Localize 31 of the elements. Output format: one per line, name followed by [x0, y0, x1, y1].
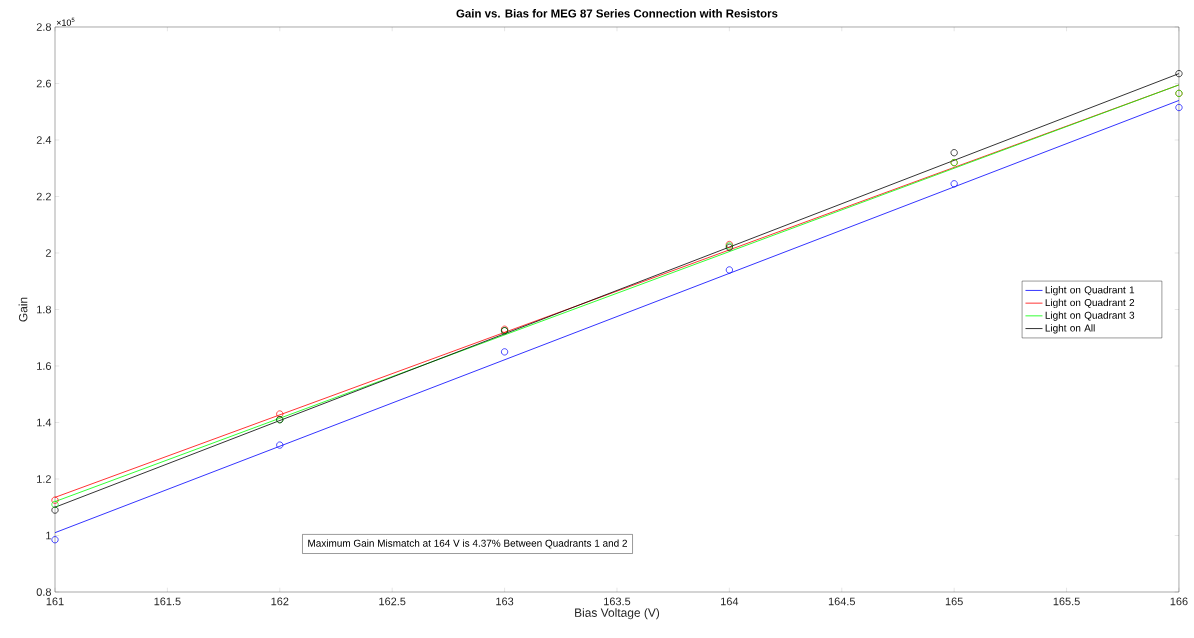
y-tick-label: 2.4: [36, 136, 52, 144]
x-tick-label: 164: [721, 597, 739, 606]
y-tick-label: 2.8: [36, 23, 51, 31]
y-tick-label: 1.2: [37, 475, 51, 483]
x-tick-label: 161.5: [154, 597, 181, 606]
legend-label: Light on All: [1045, 324, 1095, 334]
y-axis-title: Gain: [18, 297, 28, 322]
y-tick-label: 0.8: [36, 588, 51, 596]
x-tick-label: 163: [496, 597, 514, 606]
legend-label: Light on Quadrant 2: [1045, 298, 1135, 309]
annotation: Maximum Gain Mismatch at 164 V is 4.37% Between Quadrants 1 and 2: [308, 539, 627, 549]
chart-title: Gain vs. Bias for MEG 87 Series Connection with Resistors: [456, 9, 778, 18]
y-tick-label: 2: [45, 249, 51, 257]
x-tick-label: 163.5: [604, 597, 631, 606]
x-tick-label: 165: [945, 597, 963, 606]
text: ×10$^{5}$: [56, 17, 75, 26]
x-axis-title: Bias Voltage (V): [575, 608, 660, 620]
legend-label: Light on Quadrant 1: [1045, 286, 1135, 296]
y-tick-label: 2.2: [36, 192, 51, 201]
legend-label: Light on Quadrant 3: [1045, 311, 1135, 321]
y-tick-label: 1.6: [37, 362, 51, 370]
x-tick-label: 162: [271, 597, 289, 606]
y-tick-label: 1: [46, 531, 51, 540]
x-tick-label: 161: [46, 597, 64, 606]
y-tick-label: 1.4: [37, 418, 52, 427]
y-tick-label: 1.8: [37, 305, 51, 314]
x-tick-label: 166: [1170, 597, 1188, 606]
x-tick-label: 165.5: [1053, 597, 1080, 606]
y-tick-label: 2.6: [36, 79, 51, 88]
x-tick-label: 164.5: [828, 597, 856, 606]
x-tick-label: 162.5: [379, 597, 406, 606]
